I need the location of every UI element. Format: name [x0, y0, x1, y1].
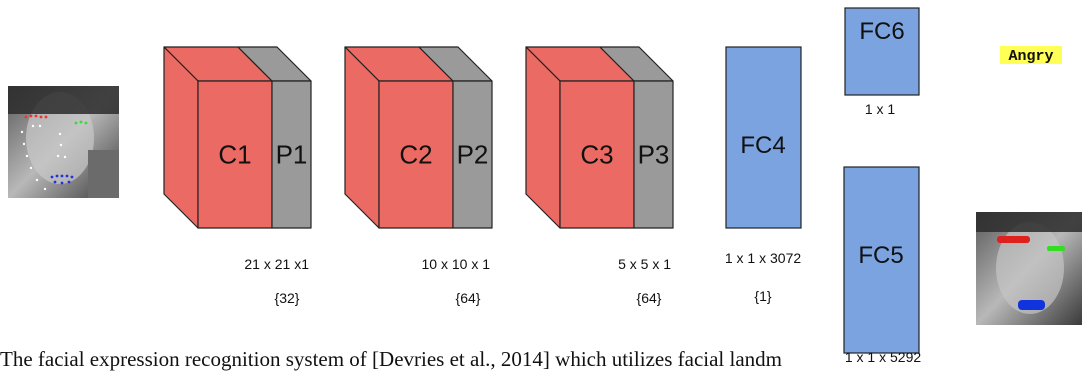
landmark-dots — [20, 114, 88, 191]
conv-block-2: C2 P2 10 x 10 x 1 {64} — [344, 46, 493, 306]
fc5-label: FC5 — [858, 242, 903, 269]
conv-channels: {64} — [456, 290, 481, 306]
pool-front-face — [271, 80, 312, 229]
fc4-channels: {1} — [754, 288, 771, 304]
pool-label: P2 — [457, 140, 489, 170]
figure-caption: The facial expression recognition system… — [0, 348, 782, 371]
fc4-label: FC4 — [740, 132, 785, 159]
fc5-dims: 1 x 1 x 5292 — [845, 349, 921, 365]
conv-label: C1 — [218, 140, 251, 170]
output-emotion: Angry — [1000, 46, 1062, 65]
right-brow-region — [1047, 246, 1065, 251]
conv-pool-blocks: C1 P1 21 x 21 x1 {32} C2 P2 10 x 10 x 1 {64} C3 P… — [163, 46, 674, 306]
conv-channels: {32} — [275, 290, 300, 306]
fc6-block: FC6 1 x 1 — [844, 7, 920, 117]
conv-label: C2 — [399, 140, 432, 170]
pool-label: P1 — [276, 140, 308, 170]
fc6-label: FC6 — [859, 18, 904, 45]
fc4-block: FC4 1 x 1 x 3072 {1} — [725, 46, 802, 304]
input-face-image — [8, 86, 119, 198]
output-face-image — [976, 212, 1082, 325]
conv-dims: 5 x 5 x 1 — [618, 256, 671, 272]
fc6-dims: 1 x 1 — [865, 101, 896, 117]
conv-dims: 21 x 21 x1 — [244, 256, 309, 272]
fc4-dims: 1 x 1 x 3072 — [725, 250, 801, 266]
conv-block-3: C3 P3 5 x 5 x 1 {64} — [525, 46, 674, 306]
fc5-block: FC5 — [843, 166, 920, 354]
conv-block-1: C1 P1 21 x 21 x1 {32} — [163, 46, 312, 306]
left-brow-region — [997, 236, 1030, 243]
pool-label: P3 — [638, 140, 670, 170]
conv-dims: 10 x 10 x 1 — [422, 256, 491, 272]
pool-front-face — [633, 80, 674, 229]
mouth-region — [1018, 300, 1045, 310]
conv-label: C3 — [580, 140, 613, 170]
emotion-label: Angry — [1008, 48, 1053, 65]
conv-channels: {64} — [637, 290, 662, 306]
pool-front-face — [452, 80, 493, 229]
